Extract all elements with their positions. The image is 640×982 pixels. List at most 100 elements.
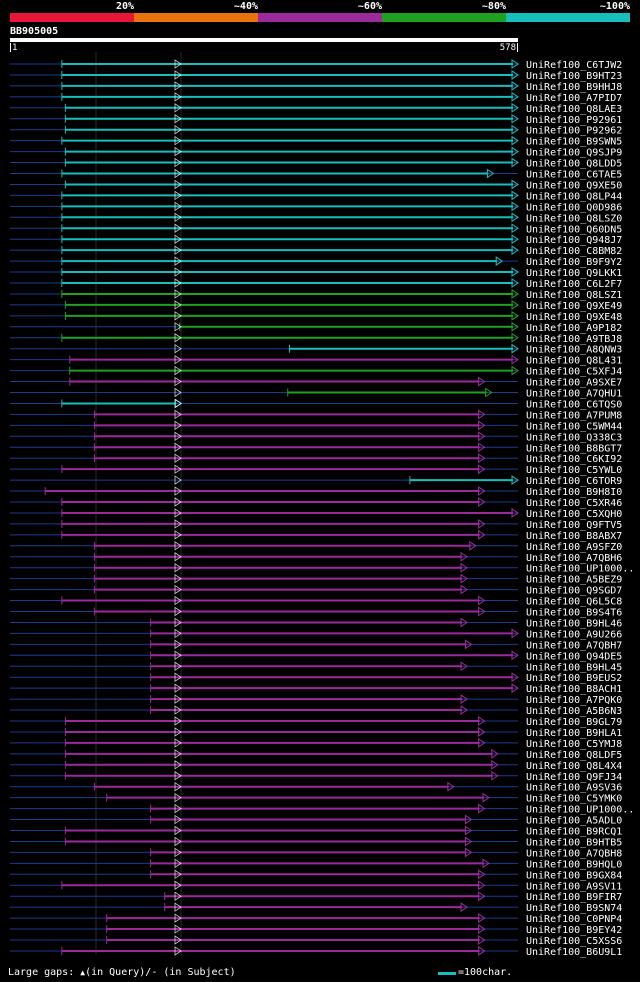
- hit-end-arrow-icon: [511, 80, 519, 91]
- hit-label[interactable]: UniRef100_B9HLA1: [526, 728, 622, 739]
- hit-label[interactable]: UniRef100_B8BGT7: [526, 443, 622, 454]
- query-bar: [10, 38, 518, 42]
- hit-label[interactable]: UniRef100_A7PUM8: [526, 410, 622, 421]
- hit-label[interactable]: UniRef100_C5XFJ4: [526, 367, 622, 378]
- hit-label[interactable]: UniRef100_Q9FJ34: [526, 772, 622, 783]
- hit-label[interactable]: UniRef100_B9HL45: [526, 662, 622, 673]
- hit-label[interactable]: UniRef100_Q9XE48: [526, 312, 622, 323]
- hit-label[interactable]: UniRef100_A8QNW3: [526, 345, 622, 356]
- hit-label[interactable]: UniRef100_Q8LP44: [526, 191, 622, 202]
- hsp-boundary-arrow-icon: [174, 705, 182, 715]
- hit-label[interactable]: UniRef100_B9FIR7: [526, 892, 622, 903]
- hit-end-arrow-icon: [478, 913, 486, 924]
- hit-label[interactable]: UniRef100_B6U9L1: [526, 947, 622, 958]
- hit-label[interactable]: UniRef100_B9F9Y2: [526, 257, 622, 268]
- hit-label[interactable]: UniRef100_C5YMJ8: [526, 739, 622, 750]
- hit-label[interactable]: UniRef100_A7PID7: [526, 93, 622, 104]
- hit-label[interactable]: UniRef100_A5ADL0: [526, 816, 622, 827]
- hit-label[interactable]: UniRef100_Q8LSZ1: [526, 290, 622, 301]
- hit-label[interactable]: UniRef100_P92961: [526, 115, 622, 126]
- hit-label[interactable]: UniRef100_Q948J7: [526, 235, 622, 246]
- hit-label[interactable]: UniRef100_UP1000..: [526, 805, 634, 816]
- hit-label[interactable]: UniRef100_Q9FTV5: [526, 520, 622, 531]
- hit-end-arrow-icon: [511, 628, 519, 639]
- hit-label[interactable]: UniRef100_B9HTB5: [526, 837, 622, 848]
- hit-label[interactable]: UniRef100_A9TBJ8: [526, 334, 622, 345]
- hit-label[interactable]: UniRef100_UP1000..: [526, 564, 634, 575]
- hit-label[interactable]: UniRef100_C5XQH0: [526, 509, 622, 520]
- hit-label[interactable]: UniRef100_A9SFZ0: [526, 542, 622, 553]
- hit-label[interactable]: UniRef100_Q0D986: [526, 202, 622, 213]
- hit-label[interactable]: UniRef100_C5XR46: [526, 498, 622, 509]
- hit-label[interactable]: UniRef100_B9SWN5: [526, 137, 622, 148]
- hit-label[interactable]: UniRef100_C6L2F7: [526, 279, 622, 290]
- hit-label[interactable]: UniRef100_B9S4T6: [526, 608, 622, 619]
- hit-label[interactable]: UniRef100_B8ACH1: [526, 684, 622, 695]
- hsp-boundary-arrow-icon: [174, 92, 182, 102]
- hit-end-arrow-icon: [478, 497, 486, 507]
- hit-label[interactable]: UniRef100_C8BM82: [526, 246, 622, 257]
- hit-label[interactable]: UniRef100_A5B6N3: [526, 706, 622, 717]
- hit-end-arrow-icon: [511, 212, 519, 223]
- hit-label[interactable]: UniRef100_B9H8I0: [526, 487, 622, 498]
- hit-end-arrow-icon: [464, 814, 473, 825]
- hit-label[interactable]: UniRef100_Q9SJP9: [526, 148, 622, 159]
- hit-label[interactable]: UniRef100_A9P182: [526, 323, 622, 334]
- hit-end-arrow-icon: [511, 59, 519, 69]
- hit-label[interactable]: UniRef100_Q60DN5: [526, 224, 622, 235]
- hit-label[interactable]: UniRef100_C6TQS0: [526, 399, 622, 410]
- hit-label[interactable]: UniRef100_B9HL46: [526, 618, 622, 629]
- hit-label[interactable]: UniRef100_B8ABX7: [526, 531, 622, 542]
- hsp-boundary-arrow-icon: [174, 573, 182, 584]
- hit-label[interactable]: UniRef100_Q8LSZ0: [526, 213, 622, 224]
- hit-label[interactable]: UniRef100_B9RCQ1: [526, 827, 622, 838]
- hit-label[interactable]: UniRef100_P92962: [526, 126, 622, 137]
- hsp-boundary-arrow-icon: [174, 70, 182, 80]
- hit-label[interactable]: UniRef100_A7QHU1: [526, 389, 622, 400]
- hit-label[interactable]: UniRef100_Q338C3: [526, 432, 622, 443]
- hit-label[interactable]: UniRef100_A9SV36: [526, 783, 622, 794]
- hit-end-arrow-icon: [478, 420, 486, 431]
- hit-label[interactable]: UniRef100_A7PQK0: [526, 695, 622, 706]
- hit-label[interactable]: UniRef100_A9U266: [526, 629, 622, 640]
- hit-label[interactable]: UniRef100_B9EY42: [526, 925, 622, 936]
- hit-label[interactable]: UniRef100_A7QBH6: [526, 553, 622, 564]
- hit-end-arrow-icon: [511, 332, 519, 343]
- hit-label[interactable]: UniRef100_C5XSS6: [526, 936, 622, 947]
- hit-label[interactable]: UniRef100_Q8LDD5: [526, 159, 622, 170]
- hit-label[interactable]: UniRef100_C5YWL0: [526, 465, 622, 476]
- hit-label[interactable]: UniRef100_B9HHJ8: [526, 82, 622, 93]
- hsp-boundary-arrow-icon: [174, 694, 182, 704]
- hit-label[interactable]: UniRef100_Q94DE5: [526, 651, 622, 662]
- hit-label[interactable]: UniRef100_Q6L5C8: [526, 597, 622, 608]
- hit-label[interactable]: UniRef100_Q8LDF5: [526, 750, 622, 761]
- hit-label[interactable]: UniRef100_C0PNP4: [526, 914, 622, 925]
- hit-label[interactable]: UniRef100_C6TOR9: [526, 476, 622, 487]
- hit-label[interactable]: UniRef100_A9SV11: [526, 881, 622, 892]
- hit-label[interactable]: UniRef100_B9GL79: [526, 717, 622, 728]
- hit-label[interactable]: UniRef100_B9SN74: [526, 903, 622, 914]
- hit-label[interactable]: UniRef100_Q9XE50: [526, 180, 622, 191]
- hit-label[interactable]: UniRef100_Q9XE49: [526, 301, 622, 312]
- hit-label[interactable]: UniRef100_B9HT23: [526, 71, 622, 82]
- hit-label[interactable]: UniRef100_C5WM44: [526, 421, 622, 432]
- hit-label[interactable]: UniRef100_C6KI92: [526, 454, 622, 465]
- hit-label[interactable]: UniRef100_Q8LAE3: [526, 104, 622, 115]
- hit-label[interactable]: UniRef100_A9SXE7: [526, 378, 622, 389]
- hit-label[interactable]: UniRef100_C6TAE5: [526, 170, 622, 181]
- hit-label[interactable]: UniRef100_B9HQL0: [526, 859, 622, 870]
- hsp-boundary-arrow-icon: [174, 562, 182, 573]
- gaps-subject-text: (in Subject): [157, 967, 236, 978]
- hit-end-arrow-icon: [460, 902, 468, 913]
- hit-label[interactable]: UniRef100_C6TJW2: [526, 60, 622, 71]
- hit-label[interactable]: UniRef100_A7QBH8: [526, 848, 622, 859]
- hit-label[interactable]: UniRef100_B9GX84: [526, 870, 622, 881]
- hit-label[interactable]: UniRef100_A7QBH7: [526, 640, 622, 651]
- hit-label[interactable]: UniRef100_A5BEZ9: [526, 575, 622, 586]
- hit-label[interactable]: UniRef100_Q8L431: [526, 356, 622, 367]
- hit-label[interactable]: UniRef100_Q9LKK1: [526, 268, 622, 279]
- hit-label[interactable]: UniRef100_C5YMK0: [526, 794, 622, 805]
- hit-label[interactable]: UniRef100_Q9SGD7: [526, 586, 622, 597]
- hit-label[interactable]: UniRef100_B9EUS2: [526, 673, 622, 684]
- hit-label[interactable]: UniRef100_Q8L4X4: [526, 761, 622, 772]
